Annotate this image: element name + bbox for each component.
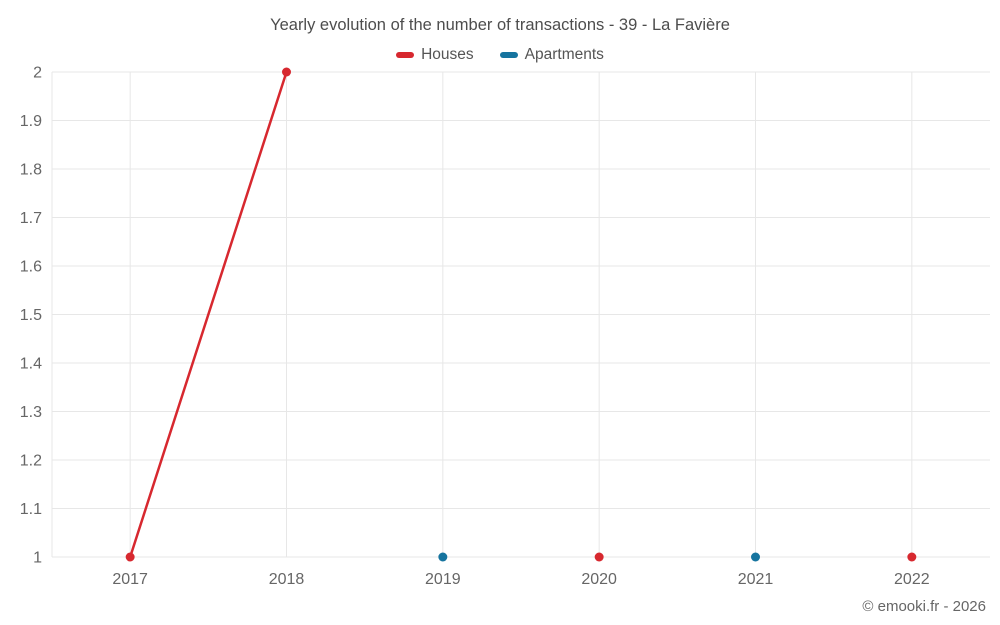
svg-text:2018: 2018: [269, 571, 305, 588]
legend-item-apartments[interactable]: Apartments: [499, 46, 604, 64]
chart-title: Yearly evolution of the number of transa…: [270, 16, 730, 34]
svg-text:1.1: 1.1: [20, 501, 42, 518]
svg-text:1.9: 1.9: [20, 113, 42, 130]
copyright-text: © emooki.fr - 2026: [862, 598, 986, 615]
svg-text:1.8: 1.8: [20, 162, 42, 179]
svg-text:2021: 2021: [738, 571, 774, 588]
svg-text:1.4: 1.4: [20, 356, 42, 373]
svg-text:2019: 2019: [425, 571, 461, 588]
svg-text:1.6: 1.6: [20, 259, 42, 276]
legend-item-houses[interactable]: Houses: [396, 46, 474, 64]
houses-swatch-icon: [396, 52, 415, 58]
svg-text:1.7: 1.7: [20, 210, 42, 227]
legend-label-houses: Houses: [421, 46, 474, 63]
chart-legend: Houses Apartments: [0, 46, 1000, 64]
legend-label-apartments: Apartments: [524, 46, 604, 63]
svg-text:2020: 2020: [581, 571, 617, 588]
svg-text:1.3: 1.3: [20, 404, 42, 421]
svg-text:2017: 2017: [112, 571, 148, 588]
apartments-swatch-icon: [499, 52, 518, 58]
svg-text:2022: 2022: [894, 571, 930, 588]
svg-text:2: 2: [33, 65, 42, 82]
svg-text:1: 1: [33, 550, 42, 567]
svg-text:1.2: 1.2: [20, 453, 42, 470]
svg-text:1.5: 1.5: [20, 307, 42, 324]
